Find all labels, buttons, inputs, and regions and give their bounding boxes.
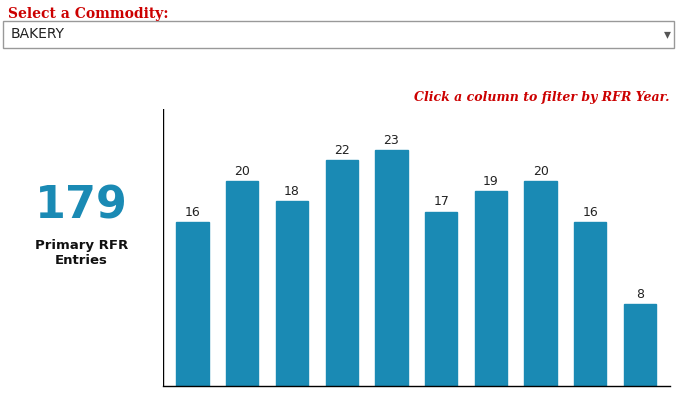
Text: 20: 20 (533, 165, 549, 178)
Bar (176, 222, 209, 386)
Text: Click a column to filter by RFR Year.: Click a column to filter by RFR Year. (414, 91, 670, 103)
Bar (276, 201, 308, 386)
Bar (525, 181, 557, 386)
Text: Primary RFR
Entries: Primary RFR Entries (35, 240, 128, 267)
Bar (475, 191, 507, 386)
Bar (425, 211, 458, 386)
Text: 17: 17 (433, 196, 449, 208)
Text: 8: 8 (636, 288, 644, 301)
Text: 22: 22 (334, 144, 350, 157)
FancyBboxPatch shape (3, 21, 674, 48)
Text: ▾: ▾ (664, 27, 671, 42)
Text: 16: 16 (582, 206, 598, 219)
Text: 16: 16 (184, 206, 201, 219)
Bar (376, 150, 407, 386)
Bar (574, 222, 606, 386)
Text: 179: 179 (35, 185, 127, 227)
Text: 20: 20 (235, 165, 250, 178)
Bar (226, 181, 258, 386)
Bar (624, 304, 656, 386)
Bar (325, 160, 358, 386)
Text: Number of Primary RFR Entries by Year: Number of Primary RFR Entries by Year (138, 60, 540, 78)
Text: 18: 18 (284, 185, 300, 198)
Text: 23: 23 (384, 134, 399, 147)
Text: 19: 19 (483, 175, 499, 188)
Text: BAKERY: BAKERY (10, 27, 64, 42)
Text: Select a Commodity:: Select a Commodity: (8, 7, 169, 21)
